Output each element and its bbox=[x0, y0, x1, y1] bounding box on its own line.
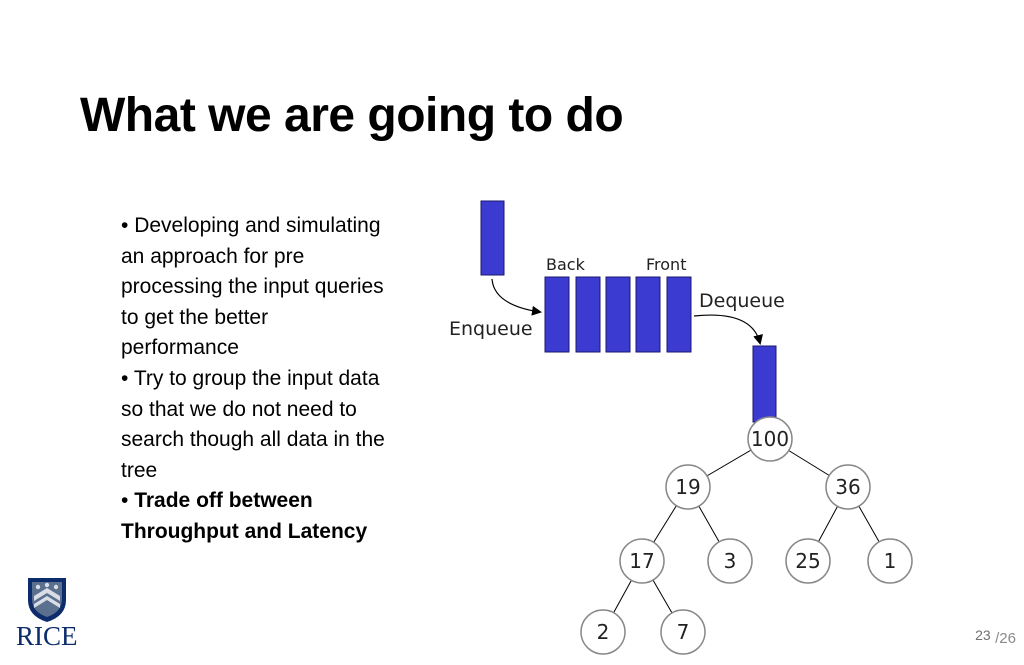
queue-slot bbox=[605, 276, 631, 353]
tree-node: 7 bbox=[660, 609, 706, 655]
incoming-item bbox=[480, 200, 505, 276]
rice-shield-logo bbox=[28, 578, 66, 622]
tree-node-label: 36 bbox=[835, 475, 860, 499]
bullet-list: • Developing and simulating an approach … bbox=[121, 211, 391, 548]
page-number: 23 /26 bbox=[975, 627, 1016, 648]
queue-slot bbox=[575, 276, 601, 353]
enqueue-label: Enqueue bbox=[449, 318, 533, 340]
bullet-item: • Trade off between Throughput and Laten… bbox=[121, 489, 368, 543]
queue bbox=[544, 276, 692, 353]
bullet-item: • Developing and simulating an approach … bbox=[121, 214, 384, 360]
page-current: 23 bbox=[975, 627, 991, 643]
tree-node-label: 25 bbox=[795, 549, 820, 573]
queue-slot bbox=[666, 276, 692, 353]
tree-node: 36 bbox=[825, 464, 871, 510]
rice-logo-text: RICE bbox=[16, 621, 78, 651]
tree-node-label: 19 bbox=[675, 475, 700, 499]
tree-node: 3 bbox=[707, 538, 753, 584]
dequeue-arrow bbox=[693, 314, 763, 345]
tree-node-label: 100 bbox=[751, 427, 789, 451]
tree-node: 19 bbox=[665, 464, 711, 510]
dequeue-label: Dequeue bbox=[699, 290, 785, 312]
tree-node-label: 1 bbox=[884, 549, 897, 573]
tree-node: 25 bbox=[785, 538, 831, 584]
enqueue-arrow bbox=[491, 278, 542, 316]
tree-node: 100 bbox=[747, 416, 793, 462]
tree-node: 2 bbox=[580, 609, 626, 655]
slide-title: What we are going to do bbox=[80, 89, 624, 142]
dequeued-item bbox=[752, 345, 777, 423]
page-total: /26 bbox=[995, 630, 1016, 647]
tree-node-label: 7 bbox=[677, 620, 690, 644]
queue-slot bbox=[635, 276, 661, 353]
tree-node-label: 17 bbox=[629, 549, 654, 573]
tree-node-label: 3 bbox=[724, 549, 737, 573]
tree-node-label: 2 bbox=[597, 620, 610, 644]
tree-node: 17 bbox=[619, 538, 665, 584]
back-label: Back bbox=[546, 255, 586, 274]
queue-slot bbox=[544, 276, 570, 353]
tree-node: 1 bbox=[867, 538, 913, 584]
bullet-item: • Try to group the input data so that we… bbox=[121, 366, 385, 482]
front-label: Front bbox=[646, 255, 686, 274]
